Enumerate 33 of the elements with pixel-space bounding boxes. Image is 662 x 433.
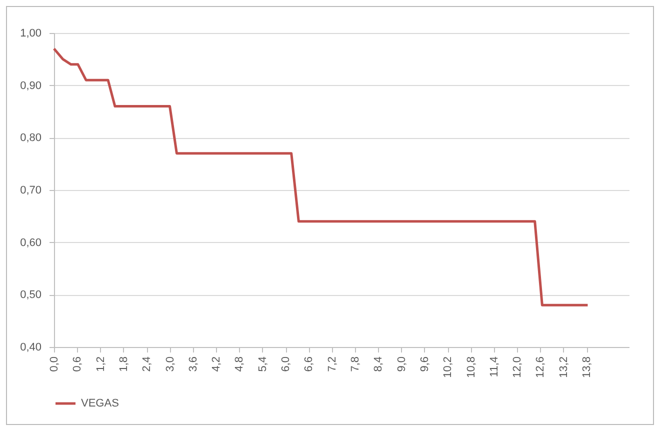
x-tick-label: 9,6 (418, 356, 431, 372)
legend-label: VEGAS (81, 398, 119, 410)
x-tick-label: 12,0 (512, 356, 524, 378)
x-tick-label: 0,6 (72, 356, 84, 372)
y-tick-label: 0,70 (20, 184, 42, 196)
x-tick-label: 6,0 (280, 356, 292, 372)
y-tick-label: 0,50 (20, 289, 42, 302)
x-tick-label: 10,2 (442, 356, 454, 378)
x-tick-label: 9,0 (396, 356, 408, 372)
x-tick-label: 12,6 (534, 356, 547, 378)
x-tick-label: 10,8 (465, 356, 478, 378)
x-tick-label: 0,0 (48, 356, 60, 372)
y-tick-label: 0,40 (20, 342, 42, 354)
x-tick-label: 1,8 (118, 356, 130, 372)
x-tick-label: 5,4 (256, 356, 269, 372)
x-tick-label: 13,2 (558, 356, 570, 378)
x-tick-label: 8,4 (372, 356, 385, 372)
x-tick-label: 3,6 (187, 356, 200, 372)
x-tick-label: 1,2 (94, 356, 107, 372)
x-tick-label: 13,8 (581, 356, 594, 378)
x-tick-label: 6,6 (303, 356, 316, 372)
y-tick-label: 0,90 (20, 80, 42, 92)
x-tick-label: 4,8 (234, 356, 246, 372)
x-tick-label: 2,4 (141, 356, 154, 372)
x-tick-label: 3,0 (164, 356, 176, 372)
x-tick-label: 7,8 (350, 356, 362, 372)
x-tick-label: 4,2 (210, 356, 223, 372)
y-tick-label: 0,80 (20, 132, 42, 144)
y-tick-label: 0,60 (20, 236, 42, 249)
x-tick-label: 7,2 (326, 356, 338, 372)
x-tick-label: 11,4 (488, 356, 500, 378)
y-tick-label: 1,00 (20, 28, 42, 40)
line-series (52, 47, 589, 306)
